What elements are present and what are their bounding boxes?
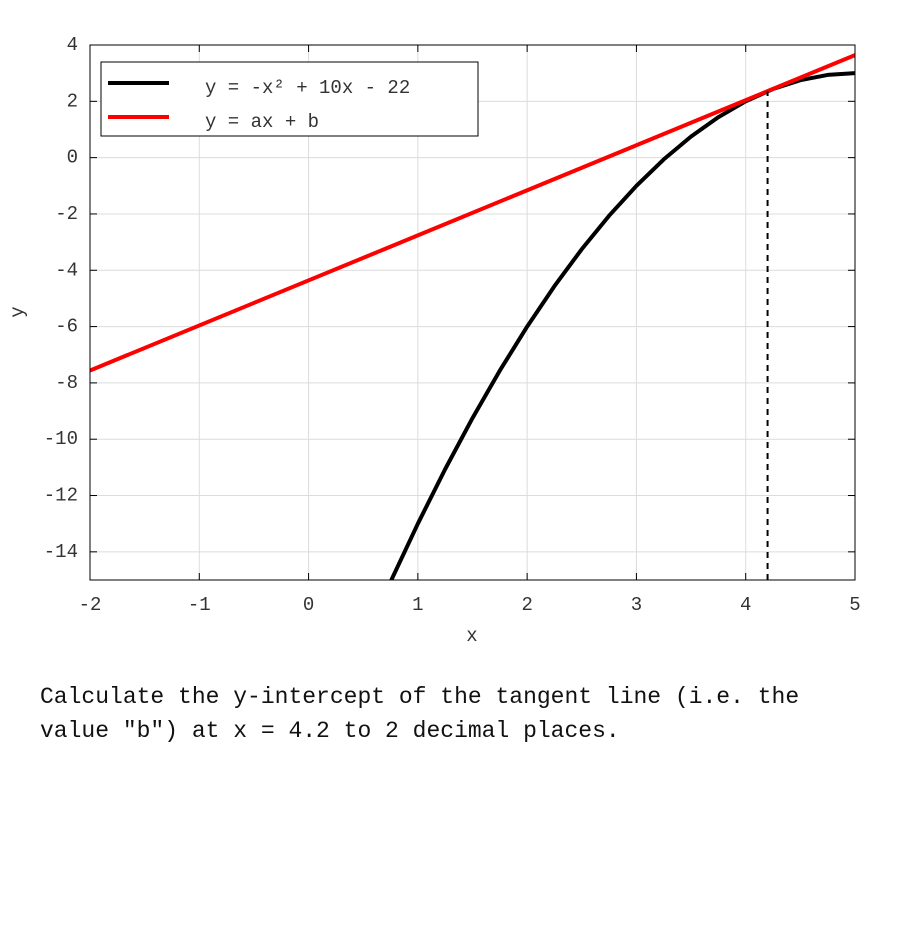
y-tick-label: -14 [44,541,78,563]
legend-label: y = ax + b [205,111,319,133]
y-tick-label: -8 [55,372,78,394]
legend-box [100,61,479,137]
y-tick-label: 0 [67,147,78,169]
chart: x y y = -x² + 10x - 22y = ax + b -2 -1 0 1 2… [7,34,861,647]
y-axis-label: y [7,306,29,317]
y-tick-label: -12 [44,485,78,507]
x-tick-label: 5 [849,594,860,616]
legend: y = -x² + 10x - 22 y = ax + b [100,61,479,137]
x-tick-label: 2 [521,594,532,616]
y-tick-label: -2 [55,203,78,225]
x-tick-label: 4 [740,594,751,616]
y-tick-label: 2 [67,90,78,112]
legend-label: y = -x² + 10x - 22 [205,77,410,99]
y-tick-label: -4 [55,259,78,281]
question-text: Calculate the y-intercept of the tangent… [40,684,800,744]
x-tick-label: 3 [631,594,642,616]
y-tick-label: -10 [44,428,78,450]
plot-frame [89,44,856,581]
x-tick-label: 1 [412,594,423,616]
y-tick-label: 4 [67,34,78,56]
x-tick-label: 0 [303,594,314,616]
series-line [90,53,855,373]
x-axis-label: x [466,625,477,647]
x-tick-label: -1 [188,594,211,616]
x-tick-label: -2 [79,594,102,616]
plot-area [90,53,855,580]
y-tick-label: -6 [55,316,78,338]
